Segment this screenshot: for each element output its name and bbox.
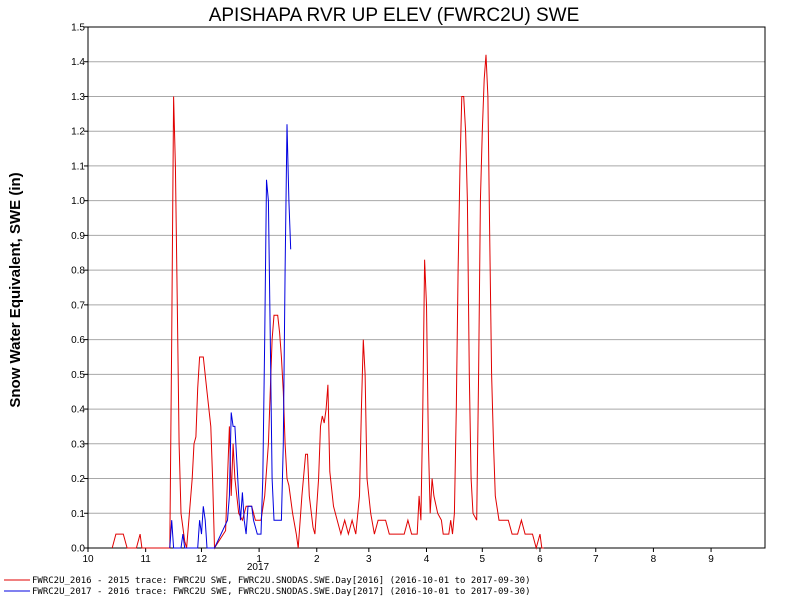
y-tick-labels: 0.0 0.1 0.2 0.3 0.4 0.5 0.6 0.7 0.8 0.9 1.0 1.1 1.2 1… (71, 23, 88, 555)
y-axis-label: Snow Water Equivalent, SWE (in) (7, 172, 24, 407)
x-tick-label: 1 (256, 554, 262, 565)
series-lines (111, 54, 544, 550)
y-tick-label: 0.1 (71, 509, 85, 520)
legend-entry-series-2: FWRC2U_2017 - 2016 trace: FWRC2U SWE, FW… (32, 587, 531, 597)
y-tick-label: 0.8 (71, 266, 85, 277)
grid-lines (88, 61, 765, 514)
y-tick-label: 1.4 (71, 57, 85, 68)
series-line-1 (111, 54, 544, 550)
chart-title: APISHAPA RVR UP ELEV (FWRC2U) SWE (209, 5, 580, 26)
y-tick-label: 0.2 (71, 474, 85, 485)
y-tick-label: 1.1 (71, 161, 85, 172)
y-tick-label: 0.3 (71, 439, 85, 450)
x-tick-label: 4 (424, 554, 430, 565)
y-tick-label: 0.0 (71, 544, 85, 555)
y-tick-label: 1.0 (71, 196, 85, 207)
legend-entry-series-1: FWRC2U_2016 - 2015 trace: FWRC2U SWE, FW… (32, 576, 531, 586)
y-tick-label: 0.4 (71, 405, 85, 416)
y-tick-label: 1.3 (71, 92, 85, 103)
plot-frame (87, 26, 766, 549)
y-tick-label: 0.7 (71, 300, 85, 311)
x-tick-label: 7 (593, 554, 599, 565)
y-tick-label: 0.9 (71, 231, 85, 242)
x-tick-label: 12 (196, 554, 208, 565)
x-tick-label: 10 (82, 554, 94, 565)
x-tick-label: 11 (140, 554, 151, 565)
x-tick-label: 2 (314, 554, 320, 565)
series-line-2 (169, 124, 292, 549)
x-tick-label: 9 (708, 554, 714, 565)
year-label: 2017 (247, 562, 270, 573)
x-tick-label: 3 (366, 554, 372, 565)
y-tick-label: 0.6 (71, 335, 85, 346)
x-tick-label: 5 (480, 554, 486, 565)
legend: FWRC2U_2016 - 2015 trace: FWRC2U SWE, FW… (4, 576, 531, 597)
x-tick-labels: 10 11 12 1 2 3 4 5 6 7 8 9 (82, 548, 714, 565)
y-tick-label: 1.5 (71, 23, 85, 34)
y-tick-label: 0.5 (71, 370, 85, 381)
y-tick-label: 1.2 (71, 127, 85, 138)
x-tick-label: 6 (537, 554, 543, 565)
x-tick-label: 8 (651, 554, 657, 565)
